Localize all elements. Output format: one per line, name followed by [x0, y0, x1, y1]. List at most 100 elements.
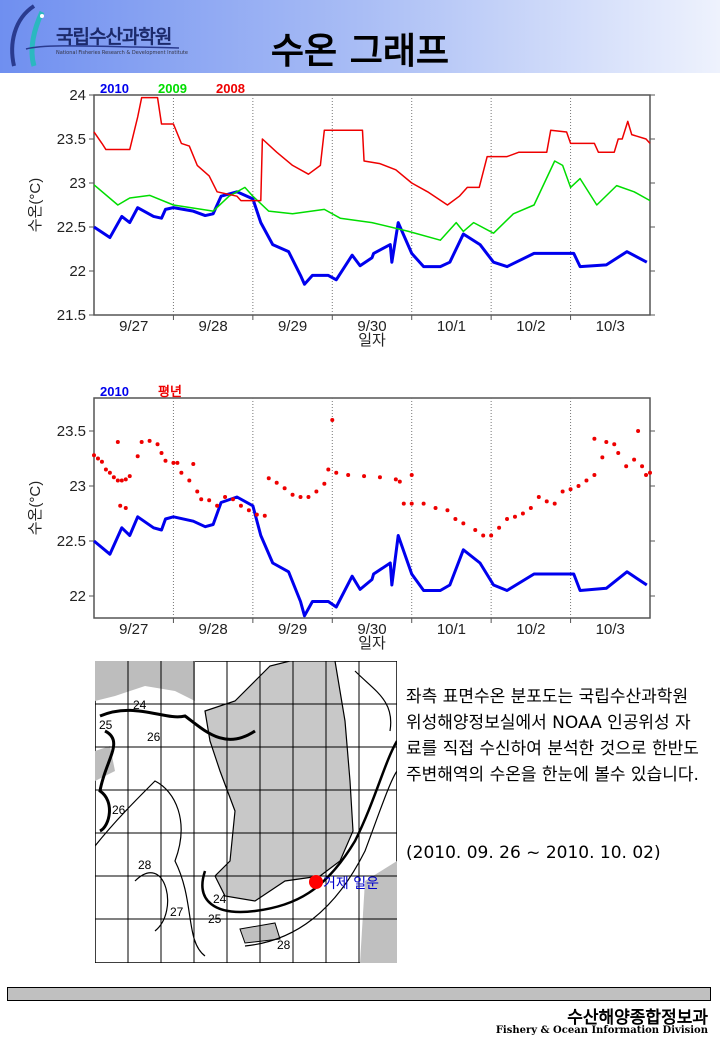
contour-label: 24	[133, 698, 147, 712]
data-point-평년	[99, 459, 104, 464]
data-point-평년	[274, 480, 279, 485]
data-point-평년	[401, 501, 406, 506]
division-name-kr: 수산해양종합정보과	[567, 1008, 708, 1028]
series-line-2010	[93, 190, 648, 286]
x-tick-label: 9/30	[357, 621, 386, 638]
y-tick-label: 21.5	[57, 307, 86, 324]
y-axis-label: 수온(°C)	[27, 178, 44, 232]
x-tick-label: 10/1	[437, 621, 466, 638]
plot-frame	[93, 94, 651, 316]
x-axis-label: 일자	[358, 635, 386, 650]
data-point-평년	[330, 418, 335, 422]
data-point-평년	[191, 462, 196, 466]
data-point-평년	[592, 473, 597, 477]
data-point-평년	[592, 436, 597, 441]
data-point-평년	[238, 503, 243, 508]
sst-distribution-map: 24 25 26 26 28 27 24 25 28	[95, 661, 397, 963]
legend-entry: 2010	[100, 81, 129, 96]
data-point-평년	[576, 484, 581, 488]
data-point-평년	[135, 454, 140, 459]
date-range: (2010. 09. 26 ~ 2010. 10. 02)	[406, 843, 661, 863]
data-point-평년	[600, 455, 605, 460]
y-tick-label: 22.5	[57, 219, 86, 236]
data-point-평년	[346, 473, 351, 477]
data-point-평년	[528, 506, 533, 510]
map-grid	[95, 661, 397, 963]
data-point-평년	[644, 473, 649, 477]
data-point-평년	[187, 478, 192, 483]
data-point-평년	[640, 464, 645, 469]
data-point-평년	[552, 501, 557, 506]
data-point-평년	[568, 487, 573, 492]
data-point-평년	[536, 495, 541, 499]
data-point-평년	[127, 474, 132, 479]
data-point-평년	[306, 495, 311, 499]
y-tick-label: 22	[69, 263, 86, 280]
data-point-평년	[175, 460, 180, 465]
y-tick-label: 23.5	[57, 423, 86, 440]
map-description: 좌측 표면수온 분포도는 국립수산과학원 위성해양정보실에서 NOAA 인공위성…	[406, 687, 699, 785]
data-point-평년	[290, 492, 295, 497]
data-point-평년	[322, 481, 327, 486]
data-point-평년	[461, 521, 466, 526]
contour-label: 25	[99, 718, 113, 732]
data-point-평년	[254, 512, 259, 517]
data-point-평년	[560, 489, 565, 494]
data-point-평년	[520, 511, 525, 516]
y-tick-label: 22	[69, 588, 86, 605]
contour-label: 27	[170, 905, 184, 919]
data-point-평년	[92, 453, 96, 458]
contour-label: 26	[112, 803, 126, 817]
data-point-평년	[298, 495, 303, 499]
data-point-평년	[246, 508, 251, 513]
data-point-평년	[282, 486, 287, 491]
y-tick-label: 22.5	[57, 533, 86, 550]
data-point-평년	[497, 525, 502, 530]
data-point-평년	[111, 475, 116, 480]
x-tick-label: 10/3	[596, 621, 625, 638]
data-point-평년	[147, 438, 152, 443]
data-point-평년	[453, 517, 458, 521]
x-tick-label: 10/2	[516, 318, 545, 335]
plot-frame	[93, 397, 651, 619]
data-point-평년	[199, 497, 204, 502]
legend-entry: 2008	[216, 81, 245, 96]
division-name-en: Fishery & Ocean Information Division	[495, 1025, 708, 1036]
x-tick-label: 10/1	[437, 318, 466, 335]
x-axis-label: 일자	[358, 332, 386, 349]
contour-label: 24	[213, 892, 227, 906]
data-point-평년	[481, 533, 486, 538]
data-point-평년	[648, 470, 652, 475]
legend-entry: 2010	[100, 384, 129, 399]
nfrdi-logo-icon	[10, 4, 180, 67]
data-point-평년	[223, 495, 228, 499]
data-point-평년	[584, 478, 589, 483]
data-point-평년	[266, 476, 271, 481]
data-point-평년	[362, 474, 367, 479]
data-point-평년	[616, 451, 621, 455]
data-point-평년	[179, 470, 184, 475]
legend-entry: 2009	[158, 81, 187, 96]
data-point-평년	[207, 498, 212, 503]
footer-bar	[7, 987, 711, 1001]
x-tick-label: 9/29	[278, 621, 307, 638]
data-point-평년	[433, 506, 438, 510]
contour-label: 25	[208, 912, 222, 926]
data-point-평년	[377, 475, 382, 480]
page-title: 수온 그래프	[270, 31, 450, 72]
x-tick-label: 9/28	[199, 621, 228, 638]
x-tick-label: 9/28	[199, 318, 228, 335]
y-tick-label: 23	[69, 478, 86, 495]
data-point-평년	[155, 442, 160, 447]
series-line-2010	[93, 495, 648, 618]
data-point-평년	[334, 470, 339, 475]
data-point-평년	[115, 440, 120, 444]
data-point-평년	[95, 456, 100, 461]
data-point-평년	[123, 477, 128, 482]
data-point-평년	[409, 473, 414, 477]
x-tick-label: 10/2	[516, 621, 545, 638]
data-point-평년	[409, 501, 414, 506]
y-tick-label: 23	[69, 175, 86, 192]
contour-label: 28	[138, 858, 152, 872]
data-point-평년	[262, 513, 267, 518]
